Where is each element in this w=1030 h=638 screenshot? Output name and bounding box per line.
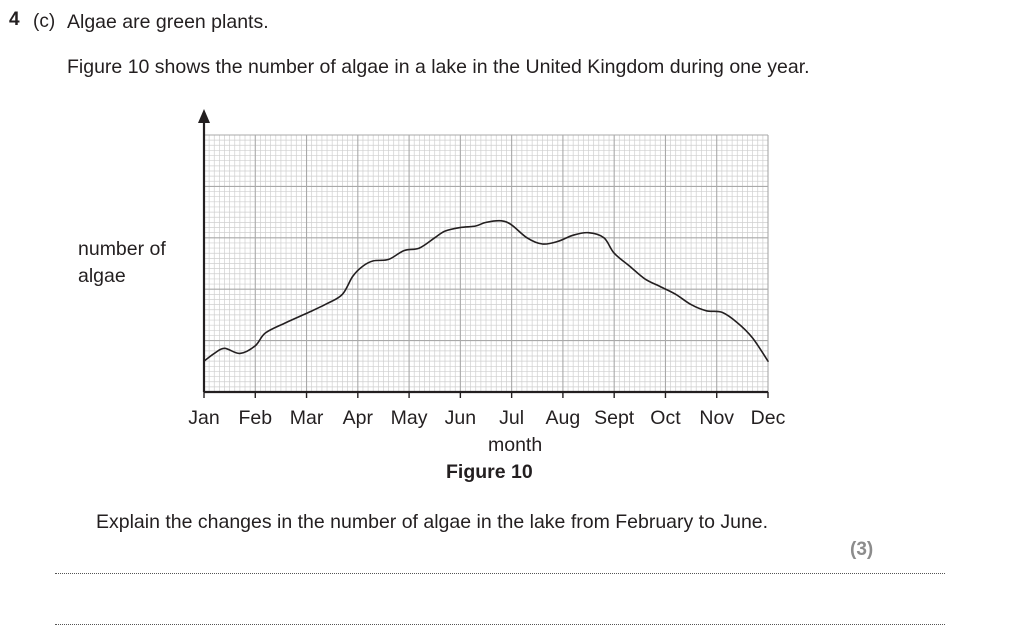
x-tick-label-jan: Jan <box>188 407 219 429</box>
x-tick-label-sept: Sept <box>594 407 635 429</box>
y-axis-label: number of algae <box>78 238 166 287</box>
x-tick-label-aug: Aug <box>546 407 581 429</box>
x-tick-label-jun: Jun <box>445 407 476 429</box>
y-axis-arrowhead <box>198 109 210 123</box>
answer-line-1[interactable] <box>55 573 945 574</box>
series-line-algae <box>203 219 769 362</box>
grid-major-lines <box>203 134 769 393</box>
x-axis-title: month <box>488 434 543 456</box>
x-tick-label-dec: Dec <box>751 407 786 429</box>
grid-minor-lines <box>204 135 768 392</box>
chart-axes <box>198 109 768 394</box>
x-tick-label-apr: Apr <box>343 407 374 429</box>
answer-line-2[interactable] <box>55 624 945 625</box>
x-tick-label-oct: Oct <box>650 407 681 429</box>
marks-indicator: (3) <box>850 539 874 560</box>
figure-caption: Figure 10 <box>446 461 533 483</box>
question-prompt: Explain the changes in the number of alg… <box>96 511 769 533</box>
x-tick-label-mar: Mar <box>290 407 324 429</box>
question-part: (c) <box>33 11 56 32</box>
question-intro: Algae are green plants. <box>67 11 269 33</box>
x-axis-tick-labels: Jan Feb Mar Apr May Jun Jul Aug Sept Oct Nov Dec <box>188 407 785 429</box>
x-tick-label-jul: Jul <box>499 407 524 429</box>
x-tick-label-nov: Nov <box>699 407 734 429</box>
question-number: 4 <box>9 9 20 30</box>
x-tick-label-feb: Feb <box>238 407 272 429</box>
x-tick-label-may: May <box>391 407 428 429</box>
series-group <box>203 219 769 362</box>
figure-description: Figure 10 shows the number of algae in a… <box>67 56 810 78</box>
x-axis-ticks <box>203 392 769 398</box>
